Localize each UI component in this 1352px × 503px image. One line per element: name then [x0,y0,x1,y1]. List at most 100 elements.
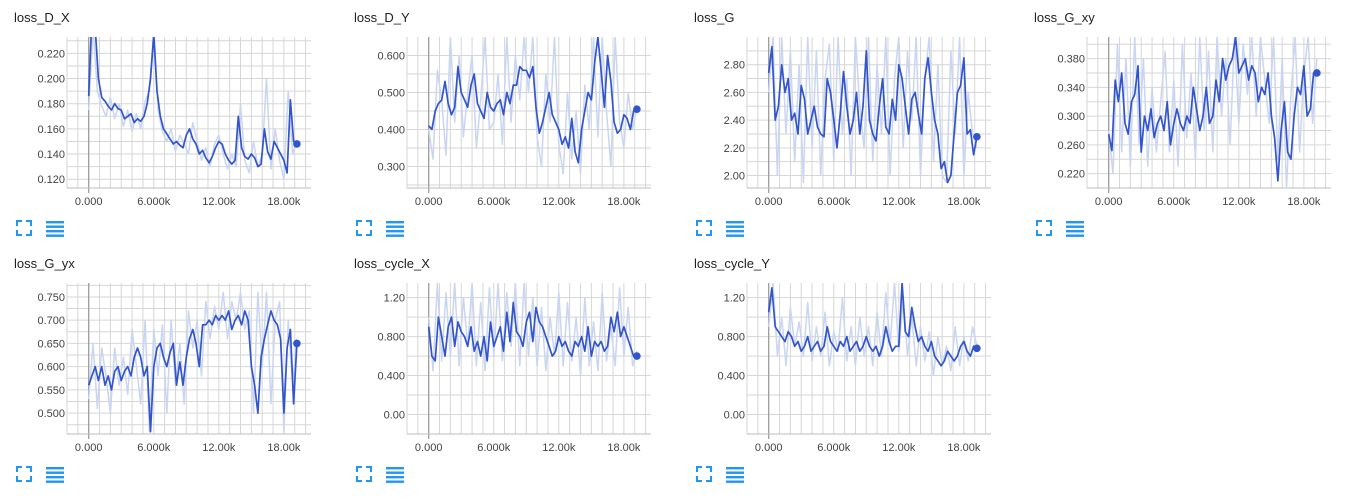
raw-series-line [427,37,638,175]
y-tick-label: 0.180 [37,99,65,111]
x-tick-label: 0.000 [755,442,783,454]
smoothed-series-line [428,37,638,164]
y-tick-label: 2.20 [724,143,745,155]
y-tick-label: 0.750 [37,292,65,304]
x-tick-label: 12.00k [202,442,236,454]
fullscreen-glyph [356,220,372,236]
y-tick-label: 0.140 [37,149,65,161]
smoothed-series-line [767,283,978,367]
chart-title: loss_cycle_X [354,256,430,271]
chart-title: loss_D_X [14,10,70,25]
chart-title: loss_cycle_Y [694,256,770,271]
data-table-icon[interactable] [385,218,405,238]
fullscreen-icon[interactable] [14,464,34,484]
last-value-point [293,140,301,148]
y-tick-label: 0.300 [377,162,405,174]
chart-card-loss-g: loss_G 2.00 2.20 2.40 2.60 2.80 0.000 6.000k 12… [680,0,1010,245]
y-tick-label: 0.200 [37,74,65,86]
fullscreen-glyph [16,220,32,236]
x-tick-label: 12.00k [542,442,576,454]
fullscreen-icon[interactable] [354,464,374,484]
y-tick-label: 0.400 [377,371,405,383]
data-table-glyph [726,467,744,483]
last-value-point [633,352,641,360]
x-tick-label: 0.000 [75,442,103,454]
raw-series-line [767,37,978,184]
last-value-point [973,132,981,141]
y-tick-label: 2.80 [724,60,745,72]
y-tick-label: 0.380 [1057,54,1085,66]
chart-title: loss_G_xy [1034,10,1095,25]
last-value-point [633,105,641,113]
data-table-icon[interactable] [385,464,405,484]
x-tick-label: 12.00k [542,196,576,208]
data-table-glyph [46,467,64,483]
x-tick-label: 12.00k [1222,196,1256,208]
y-tick-label: 0.600 [377,51,405,63]
x-tick-label: 12.00k [882,196,916,208]
last-value-point [293,339,301,348]
x-tick-label: 6.000k [477,442,511,454]
chart-title: loss_G [694,10,735,25]
fullscreen-icon[interactable] [14,218,34,238]
chart-plot-loss-cycle-x[interactable]: 0.00 0.400 0.800 1.20 0.000 6.000k 12.00k 18.00… [340,246,660,461]
y-tick-label: 0.650 [37,338,65,350]
x-tick-label: 6.000k [817,196,851,208]
y-tick-label: 0.00 [384,410,405,422]
fullscreen-glyph [696,466,712,482]
data-table-icon[interactable] [45,464,65,484]
chart-plot-loss-g-yx[interactable]: 0.500 0.550 0.600 0.650 0.700 0.750 0.000 6.000… [0,246,320,461]
fullscreen-glyph [696,220,712,236]
smoothed-series-line [767,45,978,184]
y-tick-label: 0.550 [37,385,65,397]
data-table-icon[interactable] [725,464,745,484]
y-tick-label: 0.00 [724,410,745,422]
y-tick-label: 0.160 [37,124,65,136]
chart-card-loss-g-xy: loss_G_xy 0.220 0.260 0.300 0.340 0.380 0.000… [1020,0,1350,245]
y-tick-label: 0.260 [1057,140,1085,152]
data-table-icon[interactable] [45,218,65,238]
y-tick-label: 0.340 [1057,82,1085,94]
y-tick-label: 0.500 [37,408,65,420]
chart-plot-loss-d-y[interactable]: 0.300 0.400 0.500 0.600 0.000 6.000k 12.00k 18.… [340,0,660,215]
fullscreen-glyph [356,466,372,482]
data-table-glyph [46,221,64,237]
y-tick-label: 2.40 [724,115,745,127]
raw-series-line [427,283,638,377]
y-tick-label: 0.500 [377,88,405,100]
data-table-icon[interactable] [725,218,745,238]
smoothed-series-line [1107,37,1317,182]
data-table-icon[interactable] [1065,218,1085,238]
y-tick-label: 0.600 [37,362,65,374]
chart-plot-loss-cycle-y[interactable]: 0.00 0.400 0.800 1.20 0.000 6.000k 12.00k 18.00… [680,246,1000,461]
x-tick-label: 12.00k [882,442,916,454]
fullscreen-icon[interactable] [1034,218,1054,238]
y-tick-label: 2.60 [724,87,745,99]
y-tick-label: 0.220 [37,48,65,60]
chart-card-loss-cycle-x: loss_cycle_X 0.00 0.400 0.800 1.20 0.000 6.00… [340,246,670,491]
x-tick-label: 0.000 [415,196,443,208]
chart-plot-loss-g-xy[interactable]: 0.220 0.260 0.300 0.340 0.380 0.000 6.000k 12.0… [1020,0,1340,215]
x-tick-label: 18.00k [267,442,301,454]
x-tick-label: 6.000k [1157,196,1191,208]
fullscreen-icon[interactable] [694,218,714,238]
x-tick-label: 6.000k [817,442,851,454]
y-tick-label: 0.220 [1057,169,1085,181]
data-table-glyph [386,221,404,237]
x-tick-label: 0.000 [415,442,443,454]
chart-plot-loss-d-x[interactable]: 0.120 0.140 0.160 0.180 0.200 0.220 0.000 6.000… [0,0,320,215]
x-tick-label: 6.000k [137,442,171,454]
x-tick-label: 18.00k [947,442,981,454]
y-tick-label: 1.20 [384,293,405,305]
y-tick-label: 0.800 [717,332,745,344]
chart-title: loss_D_Y [354,10,410,25]
smoothed-series-line [87,310,298,433]
x-tick-label: 18.00k [607,196,641,208]
fullscreen-icon[interactable] [694,464,714,484]
fullscreen-glyph [1036,220,1052,236]
smoothed-series-line [87,37,298,174]
last-value-point [973,344,981,353]
fullscreen-icon[interactable] [354,218,374,238]
x-tick-label: 18.00k [607,442,641,454]
chart-plot-loss-g[interactable]: 2.00 2.20 2.40 2.60 2.80 0.000 6.000k 12.00k 18.… [680,0,1000,215]
